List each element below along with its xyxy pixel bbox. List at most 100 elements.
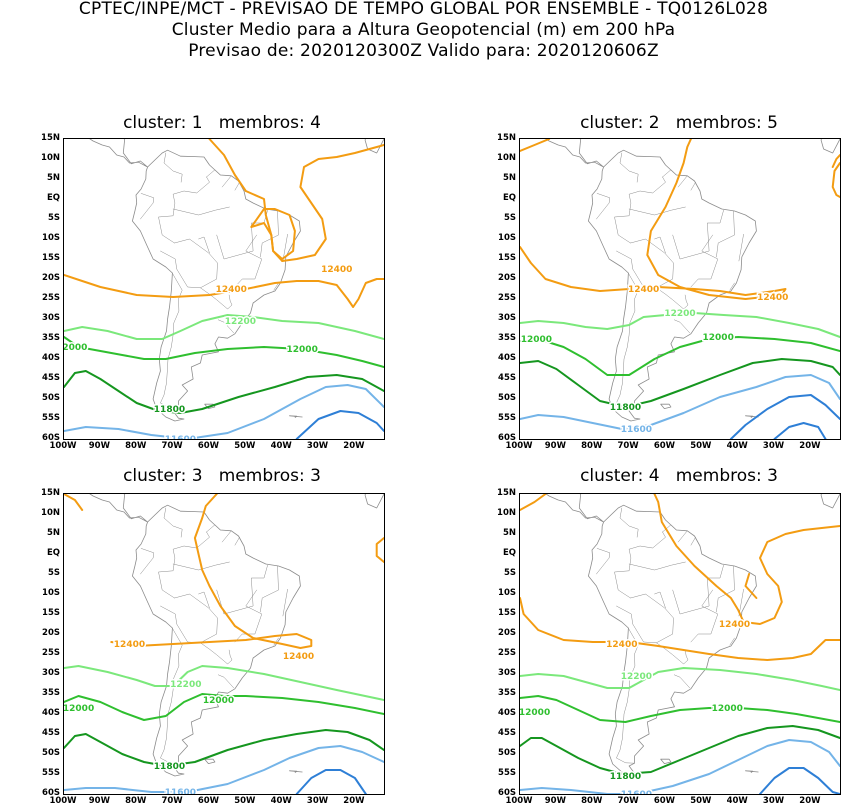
contour-label: 12000 bbox=[712, 704, 743, 714]
contour-line bbox=[520, 312, 840, 338]
lon-tick-label: 60W bbox=[653, 796, 676, 806]
contour-line bbox=[64, 729, 384, 767]
contour-line bbox=[520, 695, 840, 723]
lon-tick-label: 30W bbox=[762, 441, 785, 451]
lon-tick-label: 100W bbox=[49, 796, 77, 806]
lat-tick-label: 30S bbox=[42, 668, 60, 678]
contour-line bbox=[520, 494, 547, 511]
coastline-africa bbox=[364, 494, 384, 509]
country-border bbox=[677, 530, 688, 543]
contour-line bbox=[64, 314, 384, 340]
contour-line bbox=[250, 208, 296, 260]
contour-line bbox=[520, 667, 840, 691]
lat-tick-label: 55S bbox=[498, 768, 516, 778]
lat-tick-label: 30S bbox=[42, 313, 60, 323]
lon-tick-label: 70W bbox=[617, 796, 639, 806]
country-border bbox=[206, 169, 221, 178]
lat-tick-label: 45S bbox=[42, 728, 60, 738]
contour-label: 12400 bbox=[719, 620, 750, 630]
contour-label: 12000 bbox=[521, 335, 552, 345]
contour-line bbox=[64, 745, 384, 793]
contour-label: 12000 bbox=[287, 345, 318, 355]
country-border bbox=[158, 176, 210, 244]
coastline-south-america bbox=[588, 504, 757, 777]
country-border bbox=[656, 642, 689, 665]
lat-tick-label: 15S bbox=[42, 253, 60, 263]
lat-tick-label: 10N bbox=[41, 153, 60, 163]
lon-tick-label: 50W bbox=[234, 441, 256, 451]
country-border bbox=[690, 234, 719, 288]
contour-line bbox=[520, 139, 551, 152]
coastline-south-america bbox=[132, 149, 301, 422]
header-subtitle: Cluster Medio para a Altura Geopotencial… bbox=[171, 20, 676, 40]
lon-tick-label: 90W bbox=[88, 796, 110, 806]
country-border bbox=[654, 591, 666, 609]
contour-label: 12400 bbox=[216, 285, 247, 295]
lat-tick-label: 10N bbox=[41, 508, 60, 518]
lon-tick-label: 40W bbox=[270, 441, 292, 451]
lat-tick-label: 5S bbox=[47, 568, 60, 578]
contour-label: 12200 bbox=[225, 317, 256, 327]
lon-tick-label: 40W bbox=[726, 796, 748, 806]
country-border bbox=[282, 588, 288, 617]
contour-line bbox=[520, 725, 840, 775]
lat-tick-label: 5N bbox=[502, 173, 516, 183]
country-border bbox=[234, 536, 240, 546]
contour-line bbox=[773, 422, 827, 439]
lat-tick-label: 5S bbox=[503, 213, 516, 223]
lat-tick-label: 40S bbox=[42, 353, 60, 363]
map-canvas: 12400 12400 12200 12000 12000 11800 11600 bbox=[520, 494, 840, 794]
country-border bbox=[673, 319, 691, 334]
country-border bbox=[690, 181, 696, 191]
lat-tick-label: 30S bbox=[498, 313, 516, 323]
contour-line bbox=[64, 665, 384, 701]
lat-tick-label: 10N bbox=[497, 508, 516, 518]
country-border bbox=[234, 589, 263, 643]
lat-tick-label: 55S bbox=[42, 413, 60, 423]
lon-tick-label: 20W bbox=[343, 441, 365, 451]
coastline-south-america bbox=[132, 504, 301, 777]
lon-tick-label: 20W bbox=[799, 441, 821, 451]
country-border bbox=[614, 176, 666, 244]
country-border bbox=[616, 272, 639, 409]
contour-label: 11600 bbox=[165, 788, 196, 794]
contour-label: 12000 bbox=[520, 708, 550, 718]
contour-line bbox=[729, 394, 840, 439]
lat-tick-label: 10S bbox=[498, 588, 516, 598]
contour-line bbox=[520, 597, 840, 661]
coastline-falklands bbox=[660, 403, 672, 409]
lat-tick-label: 25S bbox=[498, 648, 516, 658]
country-border bbox=[616, 627, 639, 764]
country-border bbox=[273, 282, 279, 291]
lat-tick-label: 10N bbox=[497, 153, 516, 163]
country-border bbox=[172, 561, 230, 571]
lat-tick-label: 20S bbox=[498, 273, 516, 283]
country-border bbox=[221, 530, 232, 543]
country-border bbox=[160, 593, 218, 644]
lat-tick-label: 15S bbox=[42, 608, 60, 618]
contour-label: 11800 bbox=[154, 762, 185, 772]
contour-label: 11600 bbox=[165, 435, 196, 439]
country-border bbox=[160, 238, 218, 289]
country-border bbox=[200, 642, 233, 665]
coastline-falklands bbox=[660, 758, 672, 764]
geopotential-map: 12400 12400 12200 12000 12000 11800 11600 bbox=[519, 493, 841, 795]
lat-tick-label: 5N bbox=[46, 528, 60, 538]
country-border bbox=[738, 233, 744, 262]
lat-tick-label: 60S bbox=[498, 433, 516, 443]
panel-title: cluster: 4 membros: 3 bbox=[580, 466, 778, 486]
coastline-central-america bbox=[545, 494, 604, 523]
lon-tick-label: 80W bbox=[125, 796, 147, 806]
lon-tick-label: 50W bbox=[234, 796, 256, 806]
lat-tick-label: 50S bbox=[498, 748, 516, 758]
lat-tick-label: 35S bbox=[498, 688, 516, 698]
contour-line bbox=[375, 537, 384, 563]
lat-tick-label: 35S bbox=[42, 333, 60, 343]
country-border bbox=[628, 561, 686, 571]
country-border bbox=[234, 234, 263, 288]
lat-tick-label: 55S bbox=[42, 768, 60, 778]
lat-tick-label: 60S bbox=[42, 433, 60, 443]
country-border bbox=[614, 531, 666, 599]
lat-tick-label: 45S bbox=[498, 728, 516, 738]
lat-tick-label: 5S bbox=[47, 213, 60, 223]
